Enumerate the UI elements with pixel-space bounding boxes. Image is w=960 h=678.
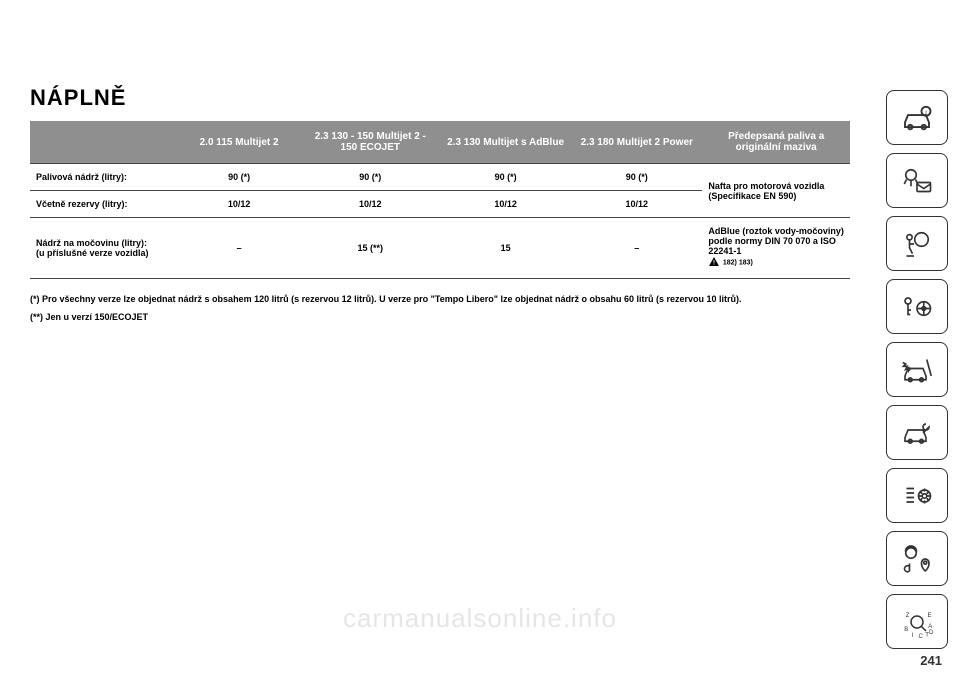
svg-text:D: D <box>929 630 934 636</box>
col-2: 2.3 130 - 150 Multijet 2 - 150 ECOJET <box>301 121 440 164</box>
airbag-icon <box>886 216 948 271</box>
row2-c3: 15 <box>440 218 571 279</box>
page-title: NÁPLNĚ <box>30 85 850 111</box>
row2-c1: – <box>178 218 301 279</box>
footnote-2: (**) Jen u verzí 150/ECOJET <box>30 311 850 325</box>
media-nav-icon <box>886 531 948 586</box>
row1-c2: 10/12 <box>301 191 440 218</box>
collision-icon <box>886 342 948 397</box>
row0-c3: 90 (*) <box>440 164 571 191</box>
content-area: NÁPLNĚ 2.0 115 Multijet 2 2.3 130 - 150 … <box>30 85 850 328</box>
sidebar: i <box>886 90 948 649</box>
spec-table: 2.0 115 Multijet 2 2.3 130 - 150 Multije… <box>30 121 850 279</box>
col-blank <box>30 121 178 164</box>
table-row: Nádrž na močovinu (litry): (u příslušné … <box>30 218 850 279</box>
col-3: 2.3 130 Multijet s AdBlue <box>440 121 571 164</box>
footnote-1: (*) Pro všechny verze lze objednat nádrž… <box>30 293 850 307</box>
svg-text:!: ! <box>713 261 715 267</box>
row1-c3: 10/12 <box>440 191 571 218</box>
svg-text:E: E <box>928 612 932 618</box>
page-number: 241 <box>920 653 942 668</box>
svg-text:Z: Z <box>906 612 910 618</box>
svg-text:A: A <box>928 624 932 630</box>
row1-label: Včetně rezervy (litry): <box>30 191 178 218</box>
col-4: 2.3 180 Multijet 2 Power <box>571 121 702 164</box>
row0-c2: 90 (*) <box>301 164 440 191</box>
col-1: 2.0 115 Multijet 2 <box>178 121 301 164</box>
row2-c2: 15 (**) <box>301 218 440 279</box>
light-mail-icon <box>886 153 948 208</box>
watermark: carmanualsonline.info <box>0 603 960 634</box>
row0-note: Nafta pro motorová vozidla (Specifikace … <box>702 164 850 218</box>
row0-label: Palivová nádrž (litry): <box>30 164 178 191</box>
key-steering-icon <box>886 279 948 334</box>
warning-text: 182) 183) <box>723 260 753 267</box>
svg-text:I: I <box>912 633 914 639</box>
footnotes: (*) Pro všechny verze lze objednat nádrž… <box>30 293 850 324</box>
col-5: Předepsaná paliva a originální maziva <box>702 121 850 164</box>
svg-text:B: B <box>904 627 908 633</box>
row2-note: AdBlue (roztok vody-močoviny) podle norm… <box>702 218 850 279</box>
table-header-row: 2.0 115 Multijet 2 2.3 130 - 150 Multije… <box>30 121 850 164</box>
row0-c4: 90 (*) <box>571 164 702 191</box>
row2-label: Nádrž na močovinu (litry): (u příslušné … <box>30 218 178 279</box>
car-info-icon: i <box>886 90 948 145</box>
car-service-icon <box>886 405 948 460</box>
warning-icon: ! <box>708 256 720 270</box>
alphabet-search-icon: Z E B A I C T D <box>886 594 948 649</box>
row2-note-text: AdBlue (roztok vody-močoviny) podle norm… <box>708 226 844 256</box>
settings-list-icon <box>886 468 948 523</box>
row0-c1: 90 (*) <box>178 164 301 191</box>
row1-c1: 10/12 <box>178 191 301 218</box>
table-row: Palivová nádrž (litry): 90 (*) 90 (*) 90… <box>30 164 850 191</box>
row2-c4: – <box>571 218 702 279</box>
row1-c4: 10/12 <box>571 191 702 218</box>
svg-text:C: C <box>919 633 924 639</box>
